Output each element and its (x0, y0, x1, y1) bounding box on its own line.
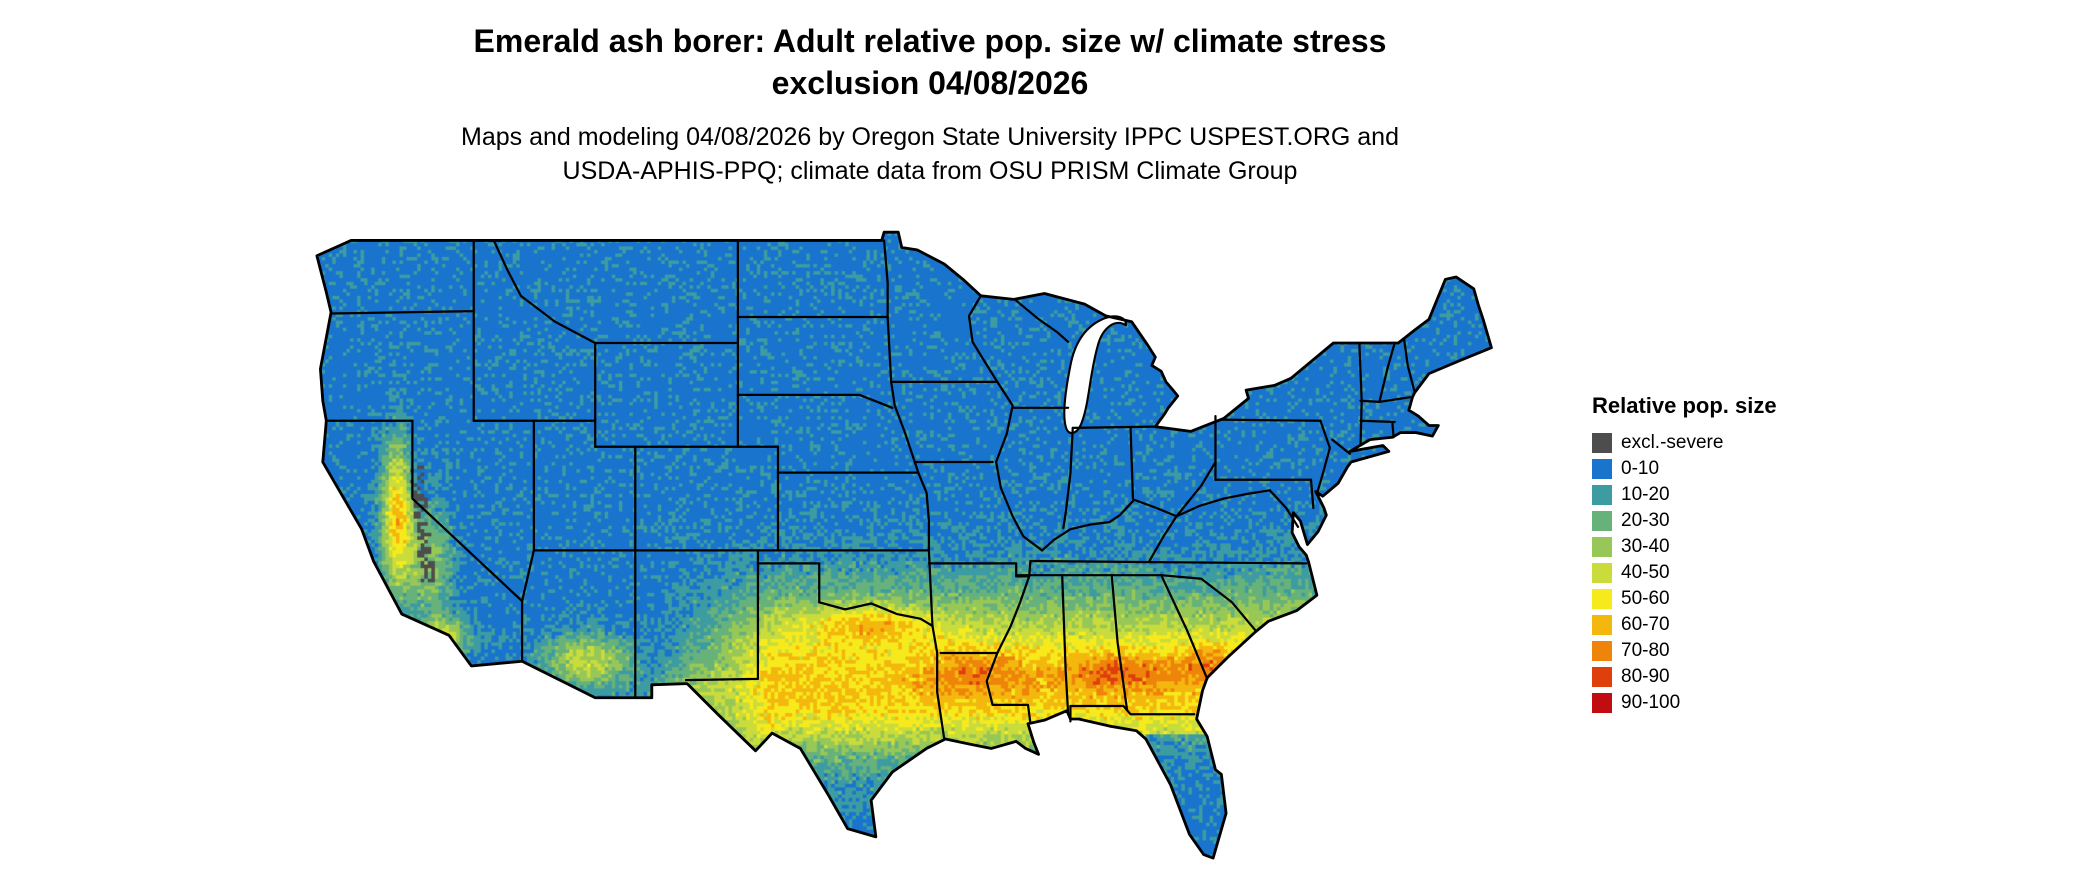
state-border (931, 624, 946, 741)
state-border (1331, 438, 1352, 455)
legend: Relative pop. size excl.-severe 0-10 10-20… (1592, 393, 1777, 716)
state-border (1175, 489, 1271, 518)
legend-label: 80-90 (1621, 666, 1670, 687)
legend-swatch (1592, 693, 1612, 713)
state-border (1029, 559, 1308, 565)
state-border (1315, 419, 1331, 495)
state-border (1160, 574, 1209, 681)
state-border (1041, 460, 1217, 552)
legend-swatch (1592, 459, 1612, 479)
legend-swatch (1592, 667, 1612, 687)
legend-item-30-40: 30-40 (1592, 534, 1777, 560)
us-outline (315, 230, 1493, 860)
legend-swatch (1592, 485, 1612, 505)
legend-label: excl.-severe (1621, 432, 1724, 453)
state-border (913, 460, 920, 474)
state-border (967, 294, 999, 383)
state-border (1309, 478, 1315, 510)
legend-item-70-80: 70-80 (1592, 638, 1777, 664)
legend-label: 30-40 (1621, 536, 1670, 557)
state-border (995, 380, 1014, 464)
legend-label: 70-80 (1621, 640, 1670, 661)
figure-subtitle-line1: Maps and modeling 04/08/2026 by Oregon S… (461, 123, 1399, 151)
state-border (520, 549, 535, 603)
legend-swatch (1592, 433, 1612, 453)
state-border (1015, 299, 1070, 343)
state-border (927, 549, 934, 627)
legend-item-excl.-severe: excl.-severe (1592, 430, 1777, 456)
state-border (1071, 425, 1157, 429)
state-border (886, 315, 893, 383)
legend-item-10-20: 10-20 (1592, 482, 1777, 508)
state-border (1391, 420, 1395, 439)
state-border (1359, 419, 1396, 424)
legend-item-80-90: 80-90 (1592, 664, 1777, 690)
state-border (917, 471, 931, 552)
state-border (927, 561, 1032, 578)
state-border (882, 239, 889, 319)
state-border (995, 460, 1044, 552)
state-border (736, 393, 894, 409)
state-border (1129, 426, 1135, 500)
legend-label: 90-100 (1621, 692, 1681, 713)
legend-swatch (1592, 589, 1612, 609)
state-border (1358, 341, 1363, 447)
state-border (1148, 515, 1178, 563)
legend-item-50-60: 50-60 (1592, 586, 1777, 612)
state-border (1219, 418, 1322, 422)
legend-label: 10-20 (1621, 484, 1670, 505)
legend-label: 50-60 (1621, 588, 1670, 609)
state-border (1378, 341, 1396, 404)
legend-item-40-50: 40-50 (1592, 560, 1777, 586)
state-border (996, 575, 1031, 655)
state-border (1061, 574, 1070, 714)
legend-items: excl.-severe 0-10 10-20 20-30 30-40 40-50 50-6… (1592, 430, 1777, 716)
legend-label: 60-70 (1621, 614, 1670, 635)
state-border (1069, 704, 1196, 716)
legend-swatch (1592, 537, 1612, 557)
state-border (1359, 396, 1412, 404)
legend-swatch (1592, 511, 1612, 531)
state-border (329, 310, 475, 315)
figure-title: Emerald ash borer: Adult relative pop. s… (230, 20, 1630, 104)
state-border (890, 380, 916, 464)
state-border (985, 651, 1032, 724)
us-map (265, 165, 1515, 884)
state-border (1160, 574, 1257, 632)
figure-title-line2: exclusion 04/08/2026 (771, 65, 1089, 101)
state-border (1403, 338, 1416, 394)
state-border (684, 549, 760, 682)
lake-michigan (1063, 315, 1127, 435)
legend-label: 40-50 (1621, 562, 1670, 583)
legend-swatch (1592, 641, 1612, 661)
state-border (411, 419, 524, 663)
legend-item-0-10: 0-10 (1592, 456, 1777, 482)
state-border (818, 601, 934, 627)
state-border (1110, 574, 1129, 711)
legend-swatch (1592, 563, 1612, 583)
figure-title-line1: Emerald ash borer: Adult relative pop. s… (473, 23, 1387, 59)
legend-item-90-100: 90-100 (1592, 690, 1777, 716)
legend-label: 20-30 (1621, 510, 1670, 531)
legend-item-60-70: 60-70 (1592, 612, 1777, 638)
legend-label: 0-10 (1621, 458, 1660, 479)
state-border (492, 239, 597, 345)
legend-swatch (1592, 615, 1612, 635)
state-borders-overlay (315, 230, 1493, 860)
state-border (1062, 426, 1074, 530)
legend-item-20-30: 20-30 (1592, 508, 1777, 534)
legend-title: Relative pop. size (1592, 393, 1777, 418)
